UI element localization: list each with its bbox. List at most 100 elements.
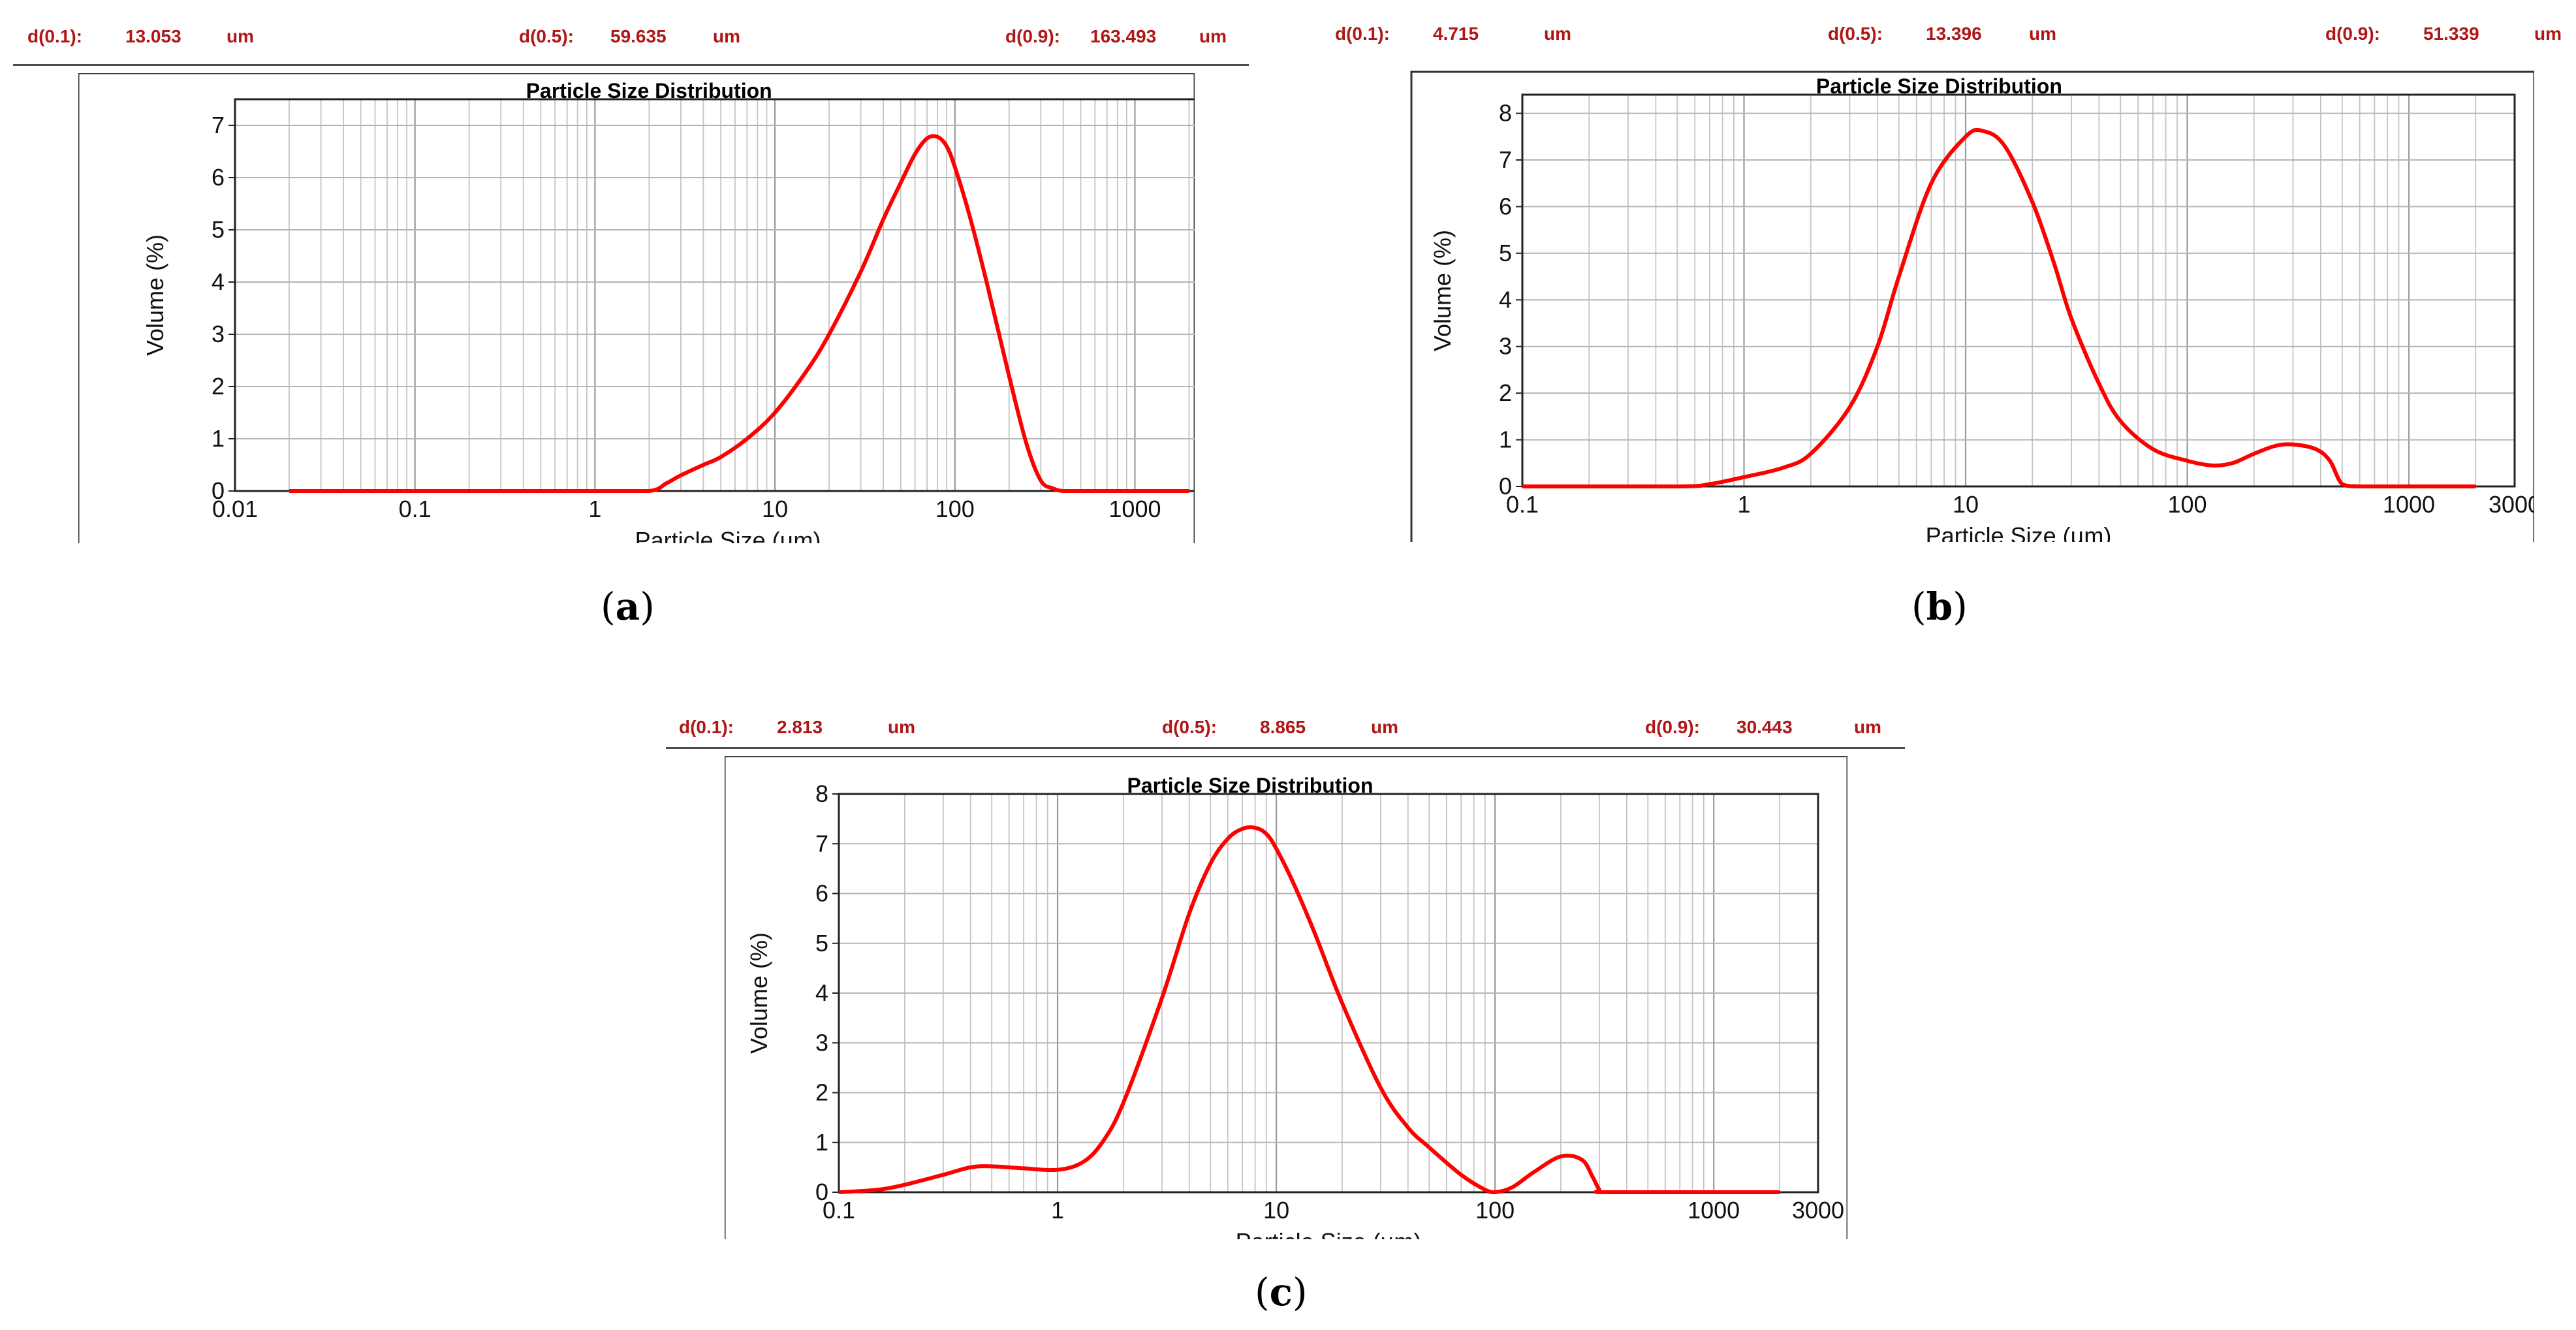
d50-value: 13.396 [1926,24,1982,44]
d90-unit: um [1199,26,1227,46]
y-tick-label: 8 [1499,100,1512,127]
x-tick-label: 0.01 [212,496,258,522]
y-tick-label: 0 [212,477,225,504]
d50-value: 8.865 [1260,717,1306,737]
psd-chart-b: Particle Size Distribution 0 1 2 3 4 5 6 7 8 0.1 1 1… [1410,71,2534,542]
x-tick-label: 3000 [2489,491,2534,518]
x-tick-label: 1000 [1108,496,1161,522]
x-tick-label: 10 [1953,491,1979,518]
x-axis-label: Particle Size (µm) [1926,522,2112,542]
stats-divider [13,64,1249,66]
x-tick-label: 100 [2167,491,2207,518]
d50-unit: um [1371,717,1398,737]
y-tick-label: 6 [815,880,828,907]
d90-value: 30.443 [1736,717,1793,737]
x-tick-label: 1 [1737,491,1750,518]
d90-label: d(0.9): [1005,26,1060,46]
y-tick-label: 1 [1499,426,1512,453]
chart-frame [1410,71,2534,542]
d90-unit: um [1854,717,1881,737]
y-tick-label: 5 [212,216,225,243]
x-axis-label: Particle Size (µm) [635,527,821,543]
psd-chart-c: Particle Size Distribution 0 1 2 3 4 5 6 7 8 0.1 1 1… [725,756,1847,1239]
x-tick-label: 1 [1051,1197,1064,1224]
y-tick-label: 4 [212,268,225,295]
d90-value: 51.339 [2423,24,2479,44]
stats-bar: d(0.1): 13.053 um d(0.5): 59.635 um d(0.… [0,0,1257,66]
d50-unit: um [2029,24,2056,44]
y-tick-label: 1 [815,1129,828,1156]
y-axis-label: Volume (%) [746,932,772,1054]
plot-area [234,98,1195,492]
y-tick-label: 8 [815,780,828,807]
y-tick-label: 5 [815,930,828,957]
d10-label: d(0.1): [679,717,734,737]
d50-value: 59.635 [610,26,667,46]
y-tick-label: 0 [815,1179,828,1205]
d50-label: d(0.5): [519,26,574,46]
d10-label: d(0.1): [1335,24,1390,44]
y-tick-label: 6 [212,164,225,191]
d90-label: d(0.9): [1645,717,1700,737]
y-tick-label: 7 [212,112,225,138]
plot-area [1521,93,2516,488]
d50-unit: um [713,26,740,46]
stats-bar: d(0.1): 4.715 um d(0.5): 13.396 um d(0.9… [1332,0,2576,56]
x-tick-label: 0.1 [399,496,432,522]
d90-value: 163.493 [1090,26,1157,46]
y-tick-label: 4 [1499,286,1512,313]
d10-label: d(0.1): [27,26,82,46]
d10-unit: um [227,26,254,46]
panel-c: d(0.1): 2.813 um d(0.5): 8.865 um d(0.9)… [659,691,1919,1252]
chart-title: Particle Size Distribution [1816,74,2062,98]
d50-label: d(0.5): [1162,717,1217,737]
y-tick-label: 6 [1499,193,1512,219]
x-tick-label: 3000 [1792,1197,1844,1224]
caption-a: (a) [601,584,655,629]
d50-label: d(0.5): [1828,24,1883,44]
series-line-volume [1522,127,2476,488]
x-tick-label: 1 [588,496,601,522]
chart-frame [725,756,1847,1239]
x-tick-label: 100 [1475,1197,1515,1224]
stats-divider [666,747,1905,749]
y-tick-label: 3 [212,321,225,347]
y-tick-label: 2 [212,373,225,400]
y-tick-label: 2 [815,1079,828,1106]
chart-title: Particle Size Distribution [526,79,772,103]
x-tick-label: 100 [935,496,975,522]
d10-unit: um [1544,24,1571,44]
panel-b: d(0.1): 4.715 um d(0.5): 13.396 um d(0.9… [1332,0,2576,575]
series-line-volume [289,134,1189,494]
stats-bar: d(0.1): 2.813 um d(0.5): 8.865 um d(0.9)… [659,691,1919,750]
x-tick-label: 0.1 [823,1197,855,1224]
caption-b: (b) [1911,584,1968,629]
chart-frame [78,73,1195,543]
d10-value: 2.813 [777,717,823,737]
psd-chart-a: Particle Size Distribution 0 1 2 3 4 5 6 7 0.01 0.… [78,73,1195,543]
y-tick-label: 0 [1499,473,1512,499]
x-axis-label: Particle Size (µm) [1236,1228,1422,1239]
y-tick-label: 5 [1499,240,1512,266]
x-tick-label: 1000 [1688,1197,1740,1224]
y-tick-label: 3 [815,1029,828,1056]
x-tick-label: 10 [762,496,788,522]
y-tick-label: 7 [815,830,828,857]
y-tick-label: 3 [1499,333,1512,360]
series-line-volume [838,825,1780,1194]
d90-unit: um [2534,24,2562,44]
y-tick-label: 7 [1499,146,1512,173]
d10-value: 13.053 [125,26,181,46]
panel-a: d(0.1): 13.053 um d(0.5): 59.635 um d(0.… [0,0,1257,575]
y-tick-label: 1 [212,425,225,452]
x-tick-label: 1000 [2383,491,2435,518]
x-tick-label: 10 [1263,1197,1289,1224]
caption-c: (c) [1255,1270,1308,1314]
y-tick-label: 4 [815,979,828,1006]
d10-value: 4.715 [1433,24,1479,44]
y-axis-label: Volume (%) [1429,230,1456,351]
chart-title: Particle Size Distribution [1127,774,1374,797]
x-tick-label: 0.1 [1506,491,1539,518]
d10-unit: um [888,717,915,737]
d90-label: d(0.9): [2325,24,2380,44]
